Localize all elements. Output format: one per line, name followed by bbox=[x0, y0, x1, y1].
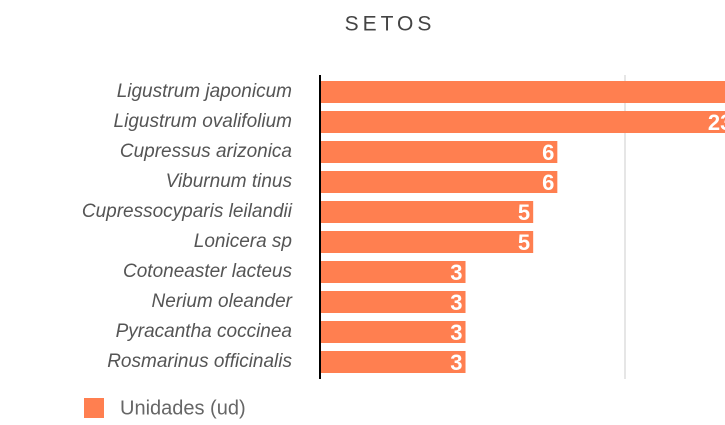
y-tick-label: Ligustrum ovalifolium bbox=[114, 111, 292, 132]
bar bbox=[321, 291, 466, 313]
bar bbox=[321, 351, 466, 373]
bar bbox=[321, 201, 534, 223]
legend-label: Unidades (ud) bbox=[120, 397, 246, 419]
chart-title: SETOS bbox=[345, 13, 436, 36]
data-label: 5 bbox=[518, 230, 530, 255]
y-tick-label: Ligustrum japonicum bbox=[117, 81, 292, 102]
data-label: 3 bbox=[450, 260, 462, 285]
bar bbox=[321, 321, 466, 343]
y-tick-label: Nerium oleander bbox=[152, 291, 293, 312]
bar bbox=[321, 141, 558, 163]
y-tick-label: Cupressocyparis leilandii bbox=[82, 201, 293, 222]
bar bbox=[321, 171, 558, 193]
legend-swatch bbox=[84, 398, 104, 418]
data-label: 6 bbox=[542, 170, 554, 195]
data-label: 5 bbox=[518, 200, 530, 225]
bar bbox=[321, 81, 725, 103]
y-tick-label: Lonicera sp bbox=[194, 231, 292, 252]
y-tick-label: Cotoneaster lacteus bbox=[123, 261, 292, 282]
bar bbox=[321, 111, 725, 133]
y-tick-label: Pyracantha coccinea bbox=[116, 321, 292, 342]
y-tick-label: Cupressus arizonica bbox=[120, 141, 292, 162]
data-label: 23 bbox=[708, 110, 725, 135]
data-label: 6 bbox=[542, 140, 554, 165]
y-tick-label: Rosmarinus officinalis bbox=[107, 351, 292, 372]
data-label: 3 bbox=[450, 350, 462, 375]
data-label: 3 bbox=[450, 290, 462, 315]
bar bbox=[321, 231, 534, 253]
bar bbox=[321, 261, 466, 283]
y-tick-label: Viburnum tinus bbox=[166, 171, 293, 192]
data-label: 3 bbox=[450, 320, 462, 345]
